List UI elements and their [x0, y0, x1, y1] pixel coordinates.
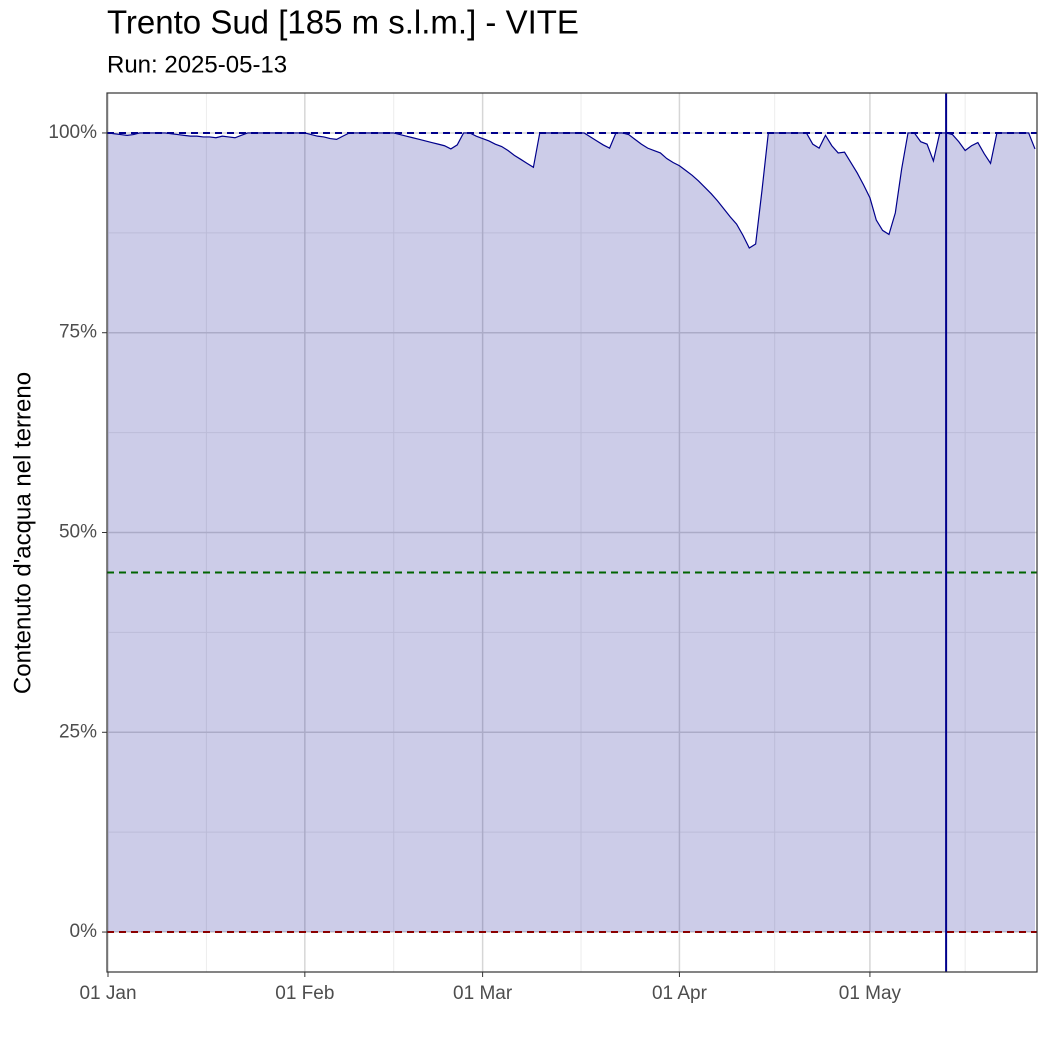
line [107, 132, 1036, 249]
x-tick-label: 01 Jan [79, 983, 136, 1004]
x-tick-label: 01 Apr [652, 983, 708, 1004]
y-tick-label: 0% [70, 921, 98, 942]
x-tick-label: 01 Feb [275, 983, 334, 1004]
y-tick-label: 75% [59, 322, 97, 343]
y-tick-label: 25% [59, 721, 97, 742]
x-tick-label: 01 Mar [453, 983, 513, 1004]
panel-border [106, 92, 1038, 973]
y-tick-label: 50% [59, 522, 97, 543]
chart-subtitle: Run: 2025-05-13 [107, 51, 287, 78]
y-tick-label: 100% [48, 122, 97, 143]
y-axis-label: Contenuto d'acqua nel terreno [9, 372, 36, 694]
x-tick-label: 01 May [839, 983, 902, 1004]
chart-title: Trento Sud [185 m s.l.m.] - VITE [107, 4, 579, 41]
area-fill [108, 132, 1035, 933]
